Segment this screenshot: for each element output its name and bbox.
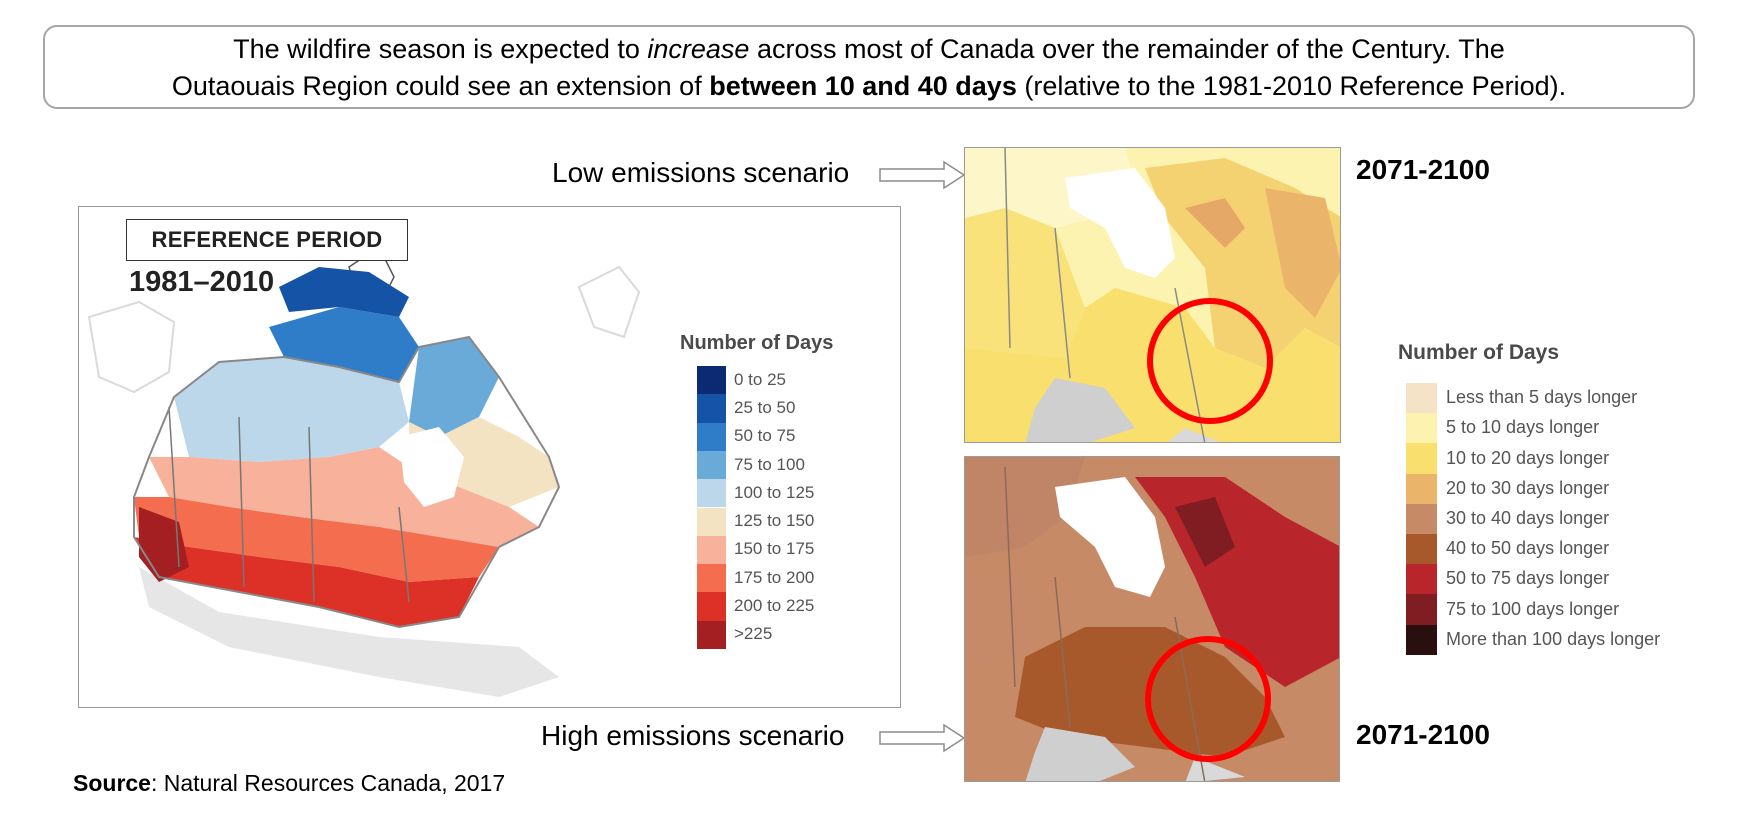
headline-text: (relative to the 1981-2010 Reference Per… [1016,71,1567,101]
change-legend-item-swatch [1406,473,1437,504]
reference-legend-item-swatch [697,564,726,593]
change-legend: Less than 5 days longer 5 to 10 days long… [1406,383,1736,655]
reference-legend-item-swatch [697,535,726,565]
reference-legend-item-label: 125 to 150 [734,511,815,531]
low-scenario-map [965,148,1340,442]
reference-map-frame [78,206,901,708]
reference-legend-item-swatch [697,592,726,621]
reference-legend-item-swatch [697,620,726,649]
reference-legend-item-label: 175 to 200 [734,567,815,587]
reference-legend-item-swatch [697,450,726,480]
low-emissions-label: Low emissions scenario [552,157,850,188]
change-legend-item-label: More than 100 days longer [1446,628,1661,649]
high-scenario-years: 2071-2100 [1356,719,1490,750]
change-legend-title: Number of Days [1398,341,1560,364]
reference-legend-item-label: 200 to 225 [734,596,815,616]
change-legend-item-label: 30 to 40 days longer [1446,507,1610,528]
headline-line-1: The wildfire season is expected to incre… [45,31,1693,68]
reference-legend-item-swatch [697,366,726,395]
low-scenario-years: 2071-2100 [1356,154,1490,185]
reference-legend-item-label: 25 to 50 [734,397,796,417]
change-legend-item-swatch [1406,564,1437,595]
reference-legend: 0 to 25 25 to 50 50 to 75 75 to 100 100 to 1… [697,366,837,649]
change-legend-item-label: Less than 5 days longer [1446,387,1638,408]
change-legend-item-label: 75 to 100 days longer [1446,598,1620,619]
headline-line-2: Outaouais Region could see an extension … [45,68,1693,105]
change-legend-item-swatch [1406,534,1437,565]
change-legend-item-swatch [1406,383,1437,414]
reference-legend-item-label: 100 to 125 [734,482,815,502]
change-legend-item-label: 50 to 75 days longer [1446,568,1610,589]
low-arrow-icon [879,160,966,190]
reference-legend-title: Number of Days [680,332,834,354]
reference-period-years: 1981–2010 [129,266,275,298]
change-legend-item-swatch [1406,624,1437,655]
change-legend-item-label: 20 to 30 days longer [1446,477,1610,498]
source-text: : Natural Resources Canada, 2017 [150,770,506,796]
source-citation: Source: Natural Resources Canada, 2017 [73,770,505,797]
reference-legend-item-swatch [697,507,726,536]
reference-legend-item-label: 0 to 25 [734,369,786,389]
change-legend-item-swatch [1406,413,1437,444]
headline-box: The wildfire season is expected to incre… [43,25,1695,109]
change-legend-item-swatch [1406,503,1437,534]
high-scenario-map-frame [964,456,1340,782]
reference-legend-item-label: 50 to 75 [734,426,796,446]
headline-text: The wildfire season is expected to [233,34,648,64]
reference-legend-item-label: >225 [734,624,773,644]
change-legend-item-swatch [1406,594,1437,625]
low-scenario-map-frame [964,147,1341,443]
reference-period-label: REFERENCE PERIOD [126,219,408,261]
high-scenario-map [965,457,1339,781]
change-legend-item-label: 5 to 10 days longer [1446,417,1600,438]
headline-strong: between 10 and 40 days [709,71,1017,101]
high-arrow-icon [879,723,966,753]
source-label: Source [73,770,151,796]
change-legend-item-swatch [1406,443,1437,474]
headline-text: Outaouais Region could see an extension … [171,71,710,101]
change-legend-item-label: 10 to 20 days longer [1446,447,1610,468]
high-emissions-label: High emissions scenario [541,720,845,751]
reference-map [87,245,641,697]
headline-text: across most of Canada over the remainder… [749,34,1505,64]
reference-legend-item-label: 75 to 100 [734,454,805,474]
reference-legend-item-swatch [697,394,726,423]
reference-legend-item-swatch [697,422,726,451]
reference-legend-item-label: 150 to 175 [734,539,815,559]
change-legend-item-label: 40 to 50 days longer [1446,538,1610,559]
reference-legend-item-swatch [697,479,726,508]
headline-emphasis: increase [647,34,750,64]
